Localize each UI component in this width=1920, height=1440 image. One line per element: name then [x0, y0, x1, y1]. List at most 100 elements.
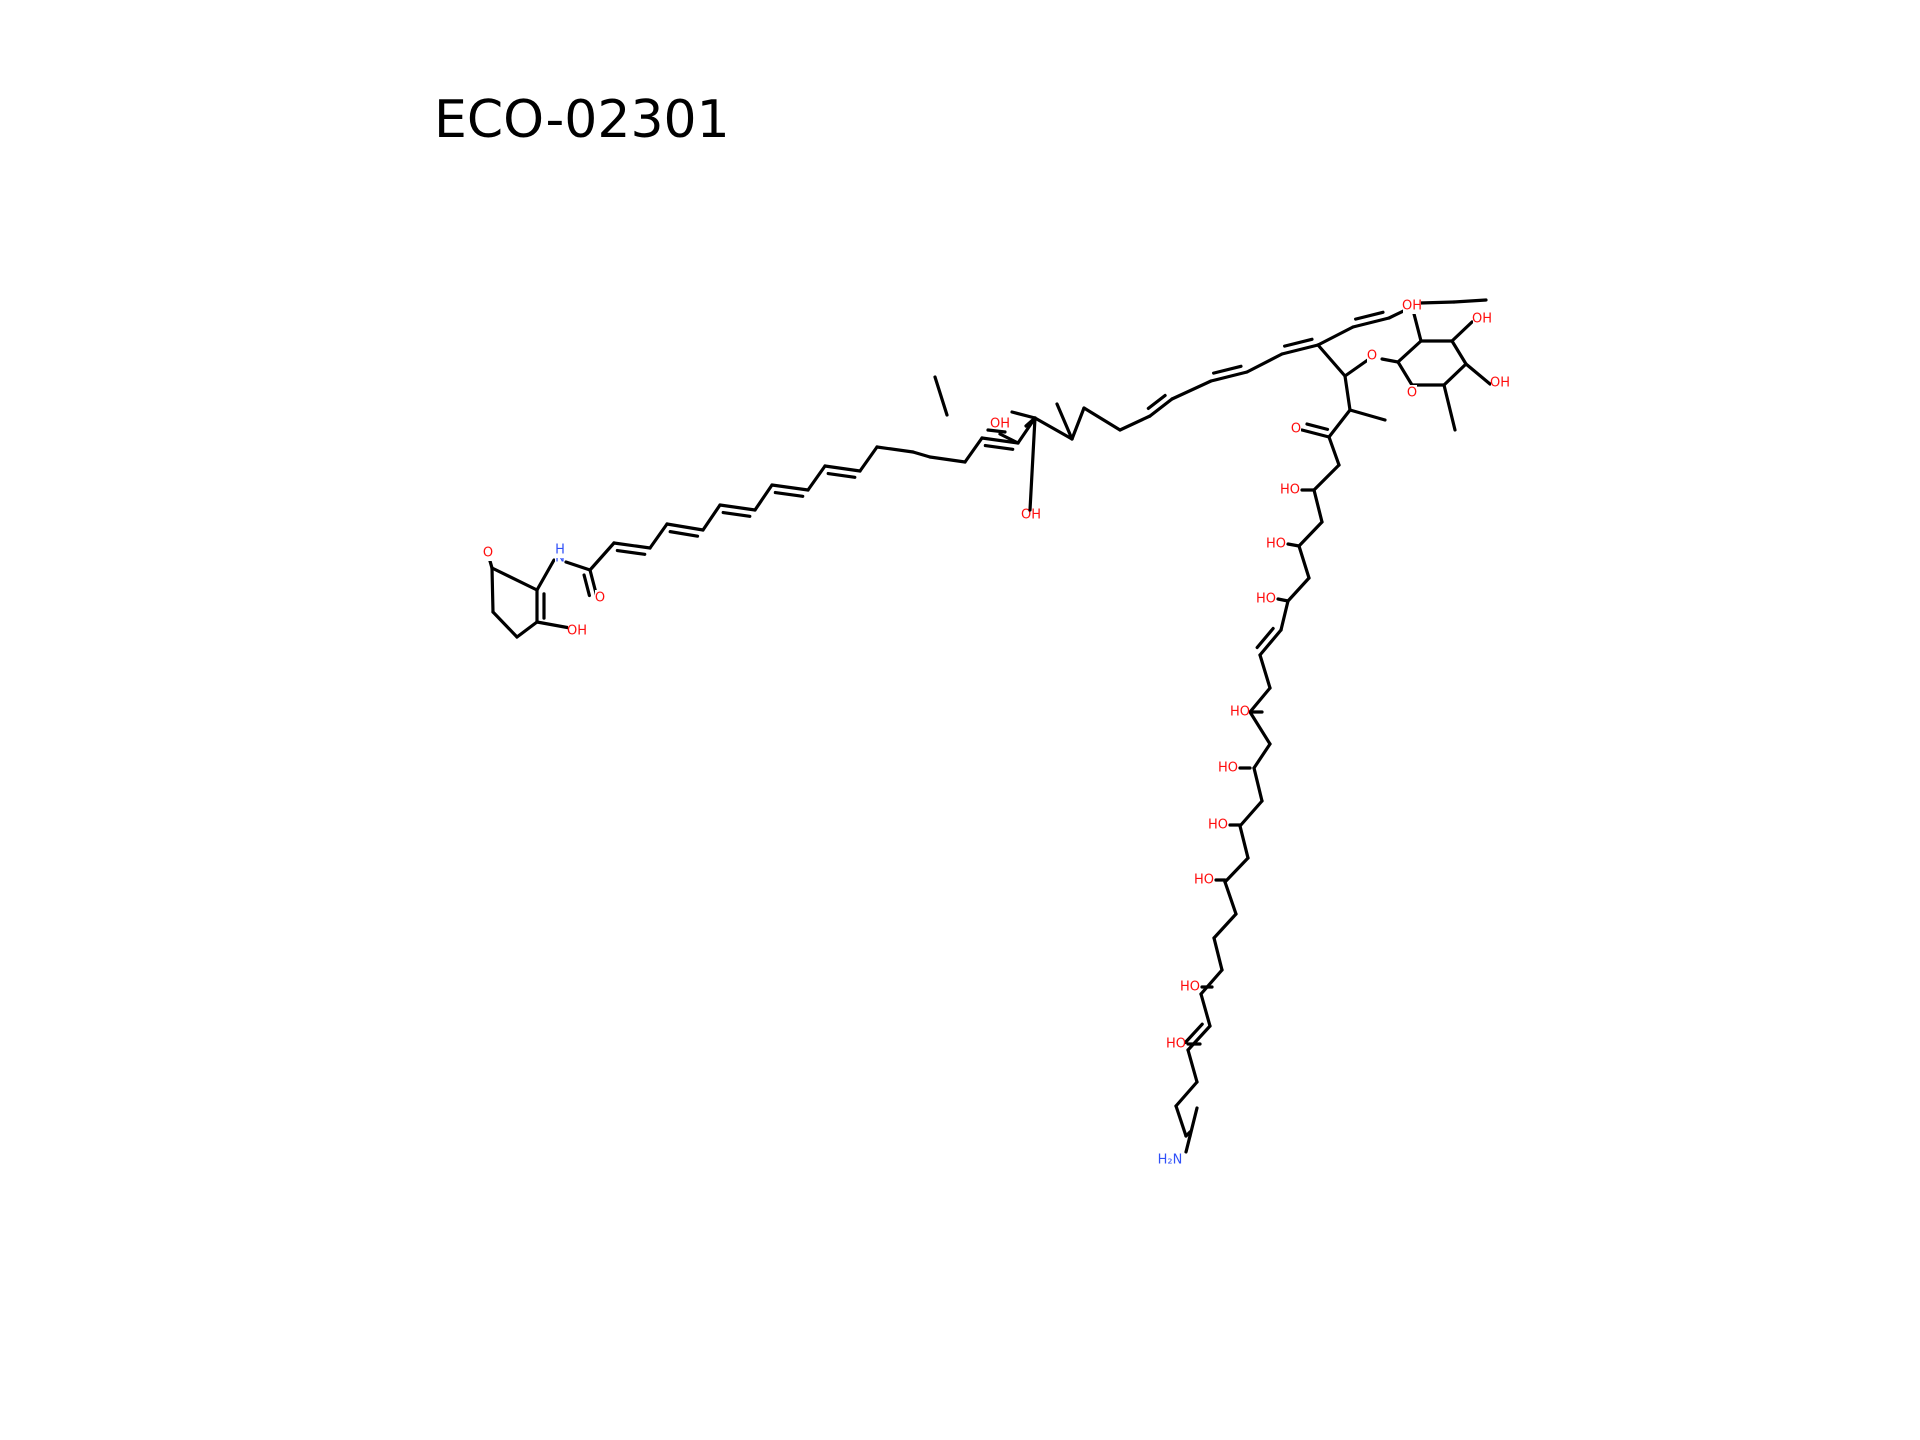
bond	[1186, 1048, 1199, 1084]
ketone-oxygen-label: O	[1291, 422, 1301, 437]
atom-label-background	[1367, 348, 1377, 364]
bond	[1286, 542, 1301, 548]
bond	[1118, 414, 1152, 432]
atom-label-background	[1231, 704, 1249, 720]
bond	[490, 566, 495, 614]
bond	[823, 464, 862, 473]
double-bond-line	[615, 548, 647, 556]
bond	[1238, 824, 1250, 860]
bond	[1245, 352, 1284, 374]
bond	[1174, 1104, 1188, 1138]
bond	[1055, 402, 1074, 441]
atom-label-background	[1219, 760, 1237, 776]
bond	[1297, 544, 1311, 580]
bond	[1209, 370, 1249, 383]
bond	[963, 436, 984, 464]
bond	[1188, 1106, 1199, 1138]
bond	[1316, 325, 1355, 347]
atom-label-background	[1473, 311, 1491, 327]
hydroxyl-label: OH	[1472, 312, 1492, 327]
hydroxyl-label: HO	[1280, 483, 1300, 498]
bond	[1199, 968, 1224, 996]
hydroxyl-label: HO	[1256, 592, 1276, 607]
bond	[1327, 435, 1341, 467]
double-bond-line	[773, 490, 805, 498]
hydroxyl-label: HO	[1180, 980, 1200, 995]
bond	[535, 558, 556, 592]
bond	[564, 560, 592, 572]
bond	[1418, 300, 1456, 305]
methyl-bond	[933, 375, 949, 417]
bond	[753, 483, 774, 512]
bond	[1252, 742, 1272, 770]
atom-label-background	[1407, 385, 1417, 401]
bond	[1028, 416, 1037, 512]
hydroxyl-label: HO	[1230, 705, 1250, 720]
bond	[1238, 799, 1264, 828]
atom-label-background	[1267, 536, 1285, 552]
atom-label-background	[595, 590, 605, 606]
atom-label-background	[1022, 507, 1040, 523]
bond	[1082, 406, 1122, 432]
hydroxyl-label: HO	[1194, 873, 1214, 888]
bond	[1212, 912, 1238, 940]
bond	[770, 483, 810, 492]
double-bond-line	[1212, 364, 1243, 375]
double-bond-line	[721, 510, 752, 518]
ketone-oxygen-label: O	[483, 546, 493, 561]
double-bond-line	[1255, 626, 1275, 650]
atom-label-background	[1291, 421, 1301, 437]
double-bond-line	[1146, 393, 1167, 411]
hydroxyl-label: HO	[1266, 537, 1286, 552]
atom-label-background	[555, 542, 565, 558]
ring-oxygen-label: O	[1407, 386, 1417, 401]
bond	[858, 445, 879, 473]
bond	[1223, 856, 1250, 884]
bond	[1396, 360, 1414, 387]
atom-label-background	[1181, 979, 1199, 995]
hydroxyl-label: HO	[1208, 818, 1228, 833]
bond	[1286, 576, 1311, 603]
double-bond-line	[668, 530, 700, 538]
amide-oxygen-label: O	[595, 591, 605, 606]
bond	[490, 566, 539, 592]
hydroxyl-label: OH	[1021, 508, 1041, 523]
bond	[911, 450, 932, 459]
atom-label-background	[1209, 817, 1227, 833]
bond	[612, 541, 652, 550]
bond	[986, 428, 1007, 434]
bond	[875, 445, 915, 454]
bond	[1148, 397, 1174, 418]
bond	[1174, 1080, 1199, 1108]
bond	[491, 610, 519, 639]
bond	[1396, 339, 1423, 364]
bond	[648, 522, 669, 550]
atom-label-background	[1281, 482, 1299, 498]
atom-label-background	[1403, 298, 1421, 314]
double-bond-line	[826, 471, 857, 479]
bond	[1450, 339, 1468, 366]
bond	[1248, 686, 1272, 714]
double-bond-line	[582, 573, 591, 598]
bond	[1351, 316, 1391, 329]
bond	[1170, 379, 1213, 401]
bond	[1276, 597, 1290, 603]
hydroxyl-label: OH	[990, 417, 1010, 432]
bond	[928, 455, 967, 464]
bond	[1442, 362, 1468, 387]
atom-label-background	[1195, 872, 1213, 888]
hydroxyl-label: OH	[1402, 299, 1422, 314]
bond	[1279, 599, 1290, 632]
bond	[1184, 1134, 1192, 1154]
bond	[1316, 343, 1347, 378]
bond	[1258, 653, 1272, 690]
bond	[1464, 362, 1492, 386]
bond	[1343, 374, 1352, 412]
atom-label-background	[483, 545, 493, 561]
bond	[1452, 298, 1488, 304]
bond	[1252, 766, 1264, 803]
atom-label-background	[1167, 1036, 1185, 1052]
atom-label-background	[1257, 591, 1275, 607]
bond	[1327, 408, 1352, 439]
bond	[1411, 308, 1423, 343]
